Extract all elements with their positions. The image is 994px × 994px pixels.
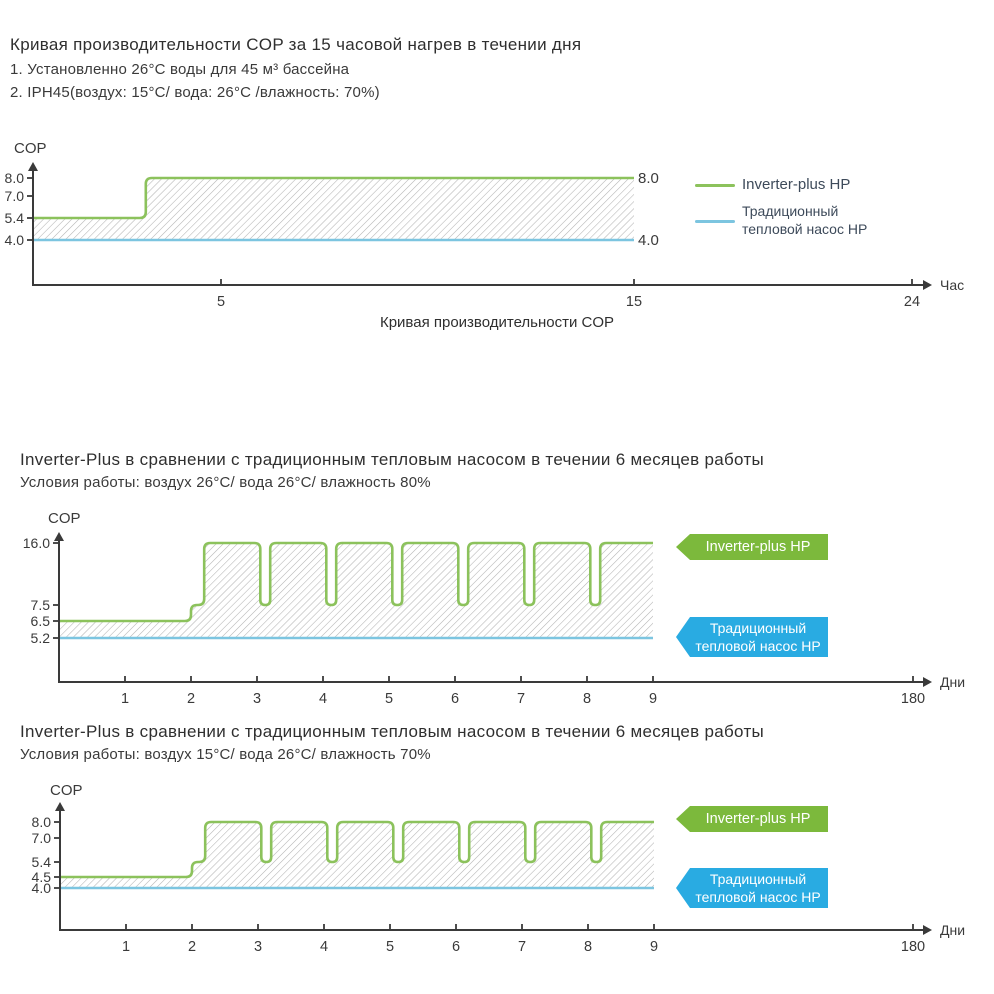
- x-tick-label: 4: [320, 939, 328, 955]
- section1-condition-1: 1. Установленно 26°C воды для 45 м³ басс…: [10, 61, 350, 78]
- legend-green-line-swatch: [695, 184, 735, 187]
- x-tick-label: 7: [518, 939, 526, 955]
- legend-blue-label: Традиционный тепловой насос HP: [742, 203, 867, 239]
- x-axis-title: Дни: [940, 674, 965, 690]
- chart3-ribbon-traditional-line1: Традиционный: [709, 870, 807, 887]
- x-axis-title: Дни: [940, 922, 965, 938]
- y-tick-label: 7.0: [5, 188, 25, 204]
- y-axis-arrow: [28, 162, 38, 171]
- legend-blue-label-line2: тепловой насос HP: [742, 220, 868, 237]
- chart3-y-axis-title: COP: [50, 782, 83, 799]
- x-tick-label: 180: [901, 939, 925, 955]
- y-tick-label: 8.0: [32, 814, 52, 830]
- section1-title: Кривая производительности COP за 15 часо…: [10, 35, 582, 54]
- x-tick-label: 5: [385, 691, 393, 707]
- section1-condition-2: 2. IPH45(воздух: 15°C/ вода: 26°C /влажн…: [10, 84, 380, 101]
- legend-blue-label-line1: Традиционный: [742, 203, 839, 219]
- x-tick-label: 5: [217, 294, 225, 310]
- chart2-ribbon-inverter-label: Inverter-plus HP: [705, 539, 811, 555]
- x-tick-label: 6: [451, 691, 459, 707]
- chart2-y-axis-title: COP: [48, 510, 81, 527]
- x-tick-label: 1: [122, 939, 130, 955]
- x-axis-arrow: [923, 925, 932, 935]
- y-tick-label: 5.2: [31, 630, 51, 646]
- y-tick-label: 4.5: [32, 869, 52, 885]
- legend-blue-line-swatch: [695, 220, 735, 223]
- x-axis-title: Час: [940, 277, 964, 293]
- y-tick-label: 7.5: [31, 597, 51, 613]
- cop-comparison-chart-15c: 8.07.0 5.44.54.0 1 2 3 4 5 6 7 8 9 180 Дни: [32, 802, 965, 955]
- y-axis-arrow: [54, 532, 64, 541]
- chart1-end-value-low: 4.0: [638, 232, 659, 249]
- inverter-plus-hp-line: [59, 541, 653, 623]
- x-tick-label: 3: [253, 691, 261, 707]
- section2-title: Inverter-Plus в сравнении с традиционным…: [20, 450, 765, 469]
- chart2-ribbon-traditional-line2: тепловой насос HP: [695, 638, 821, 654]
- chart2-ribbon-inverter: Inverter-plus HP: [676, 534, 828, 560]
- inverter-plus-hp-line: [60, 820, 654, 879]
- chart1-caption: Кривая производительности COP: [379, 314, 615, 331]
- chart3-ribbon-traditional: Традиционный тепловой насос HP: [676, 868, 828, 908]
- x-axis-arrow: [923, 280, 932, 290]
- x-tick-label: 180: [901, 691, 925, 707]
- cop-comparison-chart-26c: 16.0 7.56.55.2 1 2 3 4 5 6 7 8 9 180 Дни: [23, 532, 965, 707]
- y-tick-label: 7.0: [32, 830, 52, 846]
- y-tick-label: 5.4: [5, 210, 25, 226]
- y-tick-label: 16.0: [23, 535, 50, 551]
- x-tick-label: 3: [254, 939, 262, 955]
- y-tick-label: 8.0: [5, 170, 25, 186]
- chart2-ribbon-traditional: Традиционный тепловой насос HP: [676, 617, 828, 657]
- inverter-plus-hp-line: [33, 176, 634, 220]
- x-tick-label: 24: [904, 294, 920, 310]
- x-tick-label: 9: [650, 939, 658, 955]
- x-tick-label: 8: [583, 691, 591, 707]
- x-tick-label: 15: [626, 294, 642, 310]
- x-tick-label: 2: [187, 691, 195, 707]
- x-tick-label: 6: [452, 939, 460, 955]
- chart2-ribbon-traditional-line1: Традиционный: [709, 619, 807, 636]
- y-tick-label: 4.0: [32, 880, 52, 896]
- chart3-ribbon-inverter: Inverter-plus HP: [676, 806, 828, 832]
- cop-curve-chart-daily: 8.0 7.0 5.4 4.0 5 15 24 Час: [5, 162, 964, 310]
- section2-subtitle: Условия работы: воздух 26°C/ вода 26°C/ …: [20, 474, 431, 491]
- y-tick-label: 4.0: [5, 232, 25, 248]
- x-tick-label: 7: [517, 691, 525, 707]
- hatched-area-between-curves: [60, 822, 654, 888]
- x-tick-label: 2: [188, 939, 196, 955]
- section3-subtitle: Условия работы: воздух 15°C/ вода 26°C/ …: [20, 746, 431, 763]
- chart1-y-axis-title: COP: [14, 140, 47, 157]
- x-tick-label: 1: [121, 691, 129, 707]
- chart3-ribbon-traditional-line2: тепловой насос HP: [695, 889, 821, 905]
- chart3-ribbon-inverter-label: Inverter-plus HP: [705, 811, 811, 827]
- x-tick-label: 5: [386, 939, 394, 955]
- y-axis-arrow: [55, 802, 65, 811]
- x-tick-label: 9: [649, 691, 657, 707]
- y-tick-label: 6.5: [31, 613, 51, 629]
- x-tick-label: 4: [319, 691, 327, 707]
- x-axis-arrow: [923, 677, 932, 687]
- section3-title: Inverter-Plus в сравнении с традиционным…: [20, 722, 765, 741]
- hatched-area-between-curves: [59, 543, 653, 638]
- y-tick-label: 5.4: [32, 854, 52, 870]
- chart1-end-value-high: 8.0: [638, 170, 659, 187]
- x-tick-label: 8: [584, 939, 592, 955]
- hatched-area-between-curves: [33, 178, 634, 240]
- legend-green-label: Inverter-plus HP: [742, 176, 851, 193]
